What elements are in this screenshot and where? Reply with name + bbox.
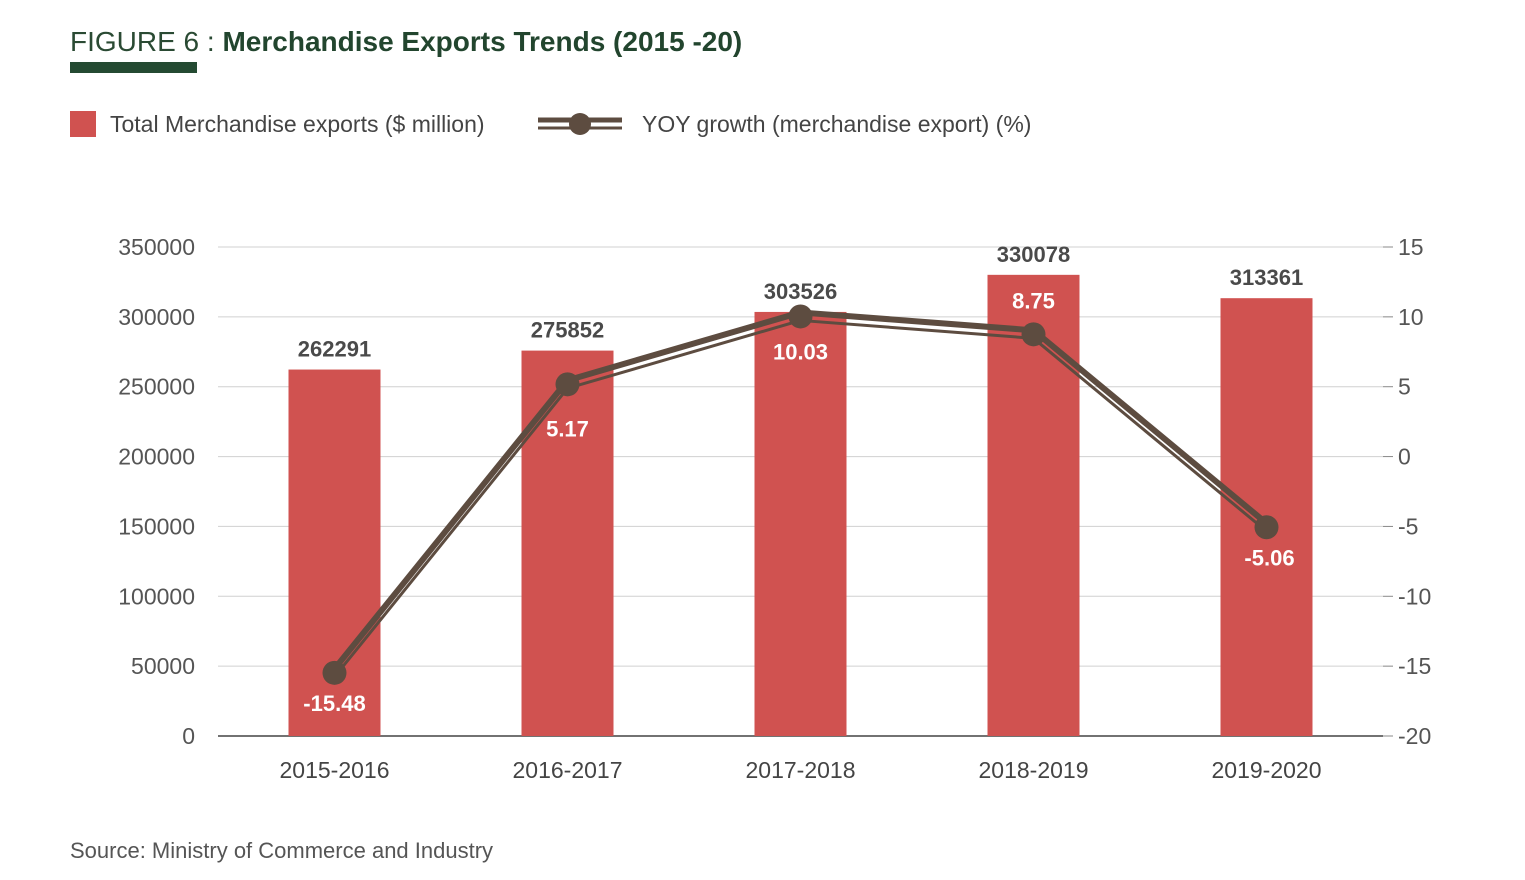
figure-title: FIGURE 6 : Merchandise Exports Trends (2… — [70, 26, 742, 66]
growth-value-label: -15.48 — [303, 691, 365, 716]
bar-value-label: 262291 — [298, 337, 371, 362]
y-right-tick-label: -15 — [1398, 653, 1431, 679]
x-tick-label: 2016-2017 — [513, 757, 623, 783]
growth-value-label: -5.06 — [1244, 545, 1294, 570]
growth-point — [1021, 322, 1046, 347]
y-left-tick-label: 150000 — [118, 513, 195, 539]
y-left-tick-label: 100000 — [118, 583, 195, 609]
bar — [521, 350, 614, 736]
y-right-tick-label: 5 — [1398, 374, 1411, 400]
figure-label: FIGURE 6 — [70, 26, 200, 57]
bar-value-label: 303526 — [764, 279, 837, 304]
title-underline — [70, 62, 197, 73]
growth-point — [555, 372, 580, 397]
y-right-tick-label: 15 — [1398, 234, 1424, 260]
x-tick-label: 2015-2016 — [280, 757, 390, 783]
bar — [987, 274, 1080, 736]
legend-line-swatch — [538, 113, 622, 135]
growth-value-label: 8.75 — [1012, 288, 1055, 313]
y-left-tick-label: 50000 — [131, 653, 195, 679]
bar-value-label: 330078 — [997, 242, 1070, 267]
y-left-tick-label: 250000 — [118, 374, 195, 400]
bar-value-label: 275852 — [531, 318, 604, 343]
y-left-tick-label: 350000 — [118, 234, 195, 260]
growth-point — [322, 660, 347, 685]
bar — [754, 311, 847, 736]
chart-title: Merchandise Exports Trends (2015 -20) — [222, 26, 743, 57]
growth-value-label: 10.03 — [773, 339, 828, 364]
x-tick-label: 2018-2019 — [979, 757, 1089, 783]
y-right-tick-label: -10 — [1398, 583, 1431, 609]
y-right-tick-label: 0 — [1398, 444, 1411, 470]
growth-point — [1254, 515, 1279, 540]
x-tick-label: 2019-2020 — [1212, 757, 1322, 783]
y-left-tick-label: 0 — [182, 723, 195, 749]
growth-point — [788, 304, 813, 329]
y-right-tick-label: 10 — [1398, 304, 1424, 330]
source-note: Source: Ministry of Commerce and Industr… — [70, 838, 494, 863]
bar-value-label: 313361 — [1230, 265, 1303, 290]
y-left-tick-label: 300000 — [118, 304, 195, 330]
legend-line-label: YOY growth (merchandise export) (%) — [642, 111, 1032, 137]
x-tick-label: 2017-2018 — [746, 757, 856, 783]
growth-value-label: 5.17 — [546, 416, 589, 441]
legend-bar-label: Total Merchandise exports ($ million) — [110, 111, 485, 137]
y-left-tick-label: 200000 — [118, 444, 195, 470]
y-right-tick-label: -20 — [1398, 723, 1431, 749]
figure-separator: : — [199, 26, 223, 57]
legend-bar-swatch — [70, 111, 96, 137]
y-right-tick-label: -5 — [1398, 513, 1418, 539]
